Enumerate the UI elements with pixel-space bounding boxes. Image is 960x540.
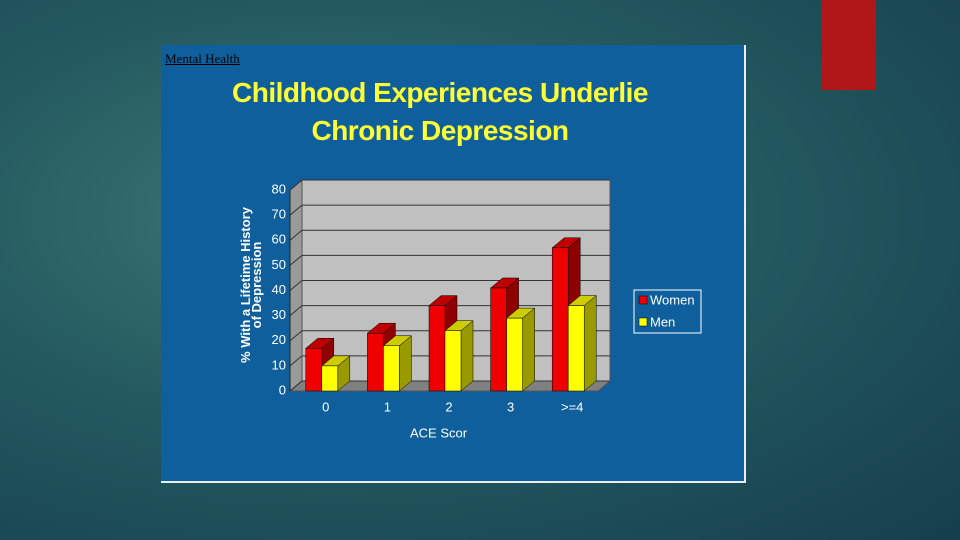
legend-label: Men	[650, 314, 675, 329]
bar-front	[506, 317, 523, 392]
y-tick-label: 30	[272, 307, 286, 322]
bar	[382, 335, 413, 392]
y-tick-label: 60	[272, 232, 286, 247]
bar	[444, 320, 474, 392]
legend-label: Women	[650, 292, 695, 307]
y-tick-label: 80	[272, 181, 286, 196]
legend: Women Men	[638, 292, 695, 329]
x-tick-label: 3	[507, 399, 514, 414]
bar-front	[551, 247, 569, 392]
bar	[321, 355, 351, 392]
bar-front	[428, 305, 446, 392]
y-tick-label: 50	[272, 257, 286, 272]
x-axis-label: ACE Scor	[410, 425, 468, 440]
legend-swatch	[638, 295, 648, 305]
chart-title: Childhood Experiences Underlie Chronic D…	[232, 77, 648, 146]
y-tick-label: 70	[272, 207, 286, 222]
y-tick-label: 20	[272, 332, 286, 347]
grid-line	[289, 204, 610, 216]
bar-front	[321, 365, 339, 392]
x-tick-label: 2	[445, 399, 452, 414]
bar-side	[583, 295, 597, 392]
slide-label: Mental Health	[165, 51, 240, 66]
x-tick-label: 1	[384, 399, 391, 414]
y-tick-label: 10	[272, 357, 286, 372]
legend-swatch	[638, 317, 648, 327]
grid-line	[289, 229, 610, 241]
bar-front	[305, 348, 323, 392]
x-tick-label: 0	[322, 399, 329, 414]
bar-side	[522, 307, 535, 392]
y-tick-label: 0	[279, 382, 286, 397]
bar-front	[383, 345, 400, 392]
y-axis-label: % With a Lifetime Historyof Depression	[238, 206, 264, 363]
bar-side	[460, 320, 474, 392]
legend-box	[633, 289, 702, 334]
bar	[567, 295, 597, 392]
bar-front	[490, 287, 507, 392]
x-tick-label: >=4	[561, 399, 583, 414]
y-tick-label: 40	[272, 282, 286, 297]
bar	[505, 307, 536, 392]
bar-front	[367, 332, 384, 392]
grid-line	[289, 179, 610, 191]
bar-front	[444, 330, 462, 392]
accent-block	[822, 0, 876, 90]
grid-line	[289, 254, 610, 266]
bar-front	[567, 305, 585, 392]
